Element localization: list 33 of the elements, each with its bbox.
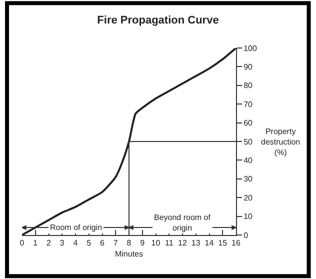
x-tick-label: 14 [204, 238, 214, 248]
y-axis-title: Property destruction (%) [261, 127, 300, 157]
x-tick-label: 3 [60, 238, 65, 248]
x-tick-label: 2 [46, 238, 52, 248]
y-tick-label: 60 [244, 118, 254, 128]
x-tick-label: 15 [218, 238, 228, 248]
x-tick-label: 8 [126, 238, 132, 248]
x-tick-label: 0 [20, 238, 25, 248]
y-tick-label: 40 [244, 156, 254, 165]
x-tick-label: 9 [140, 238, 146, 248]
x-tick-label: 7 [113, 238, 118, 248]
x-tick-label: 13 [191, 238, 201, 248]
y-tick-label: 10 [244, 212, 254, 222]
x-tick-label: 12 [178, 238, 188, 248]
annotation: Room of origin [50, 223, 102, 232]
x-tick-label: 1 [33, 238, 38, 248]
chart-title: Fire Propagation Curve [97, 14, 219, 26]
x-tick-label: 4 [73, 238, 78, 248]
y-tick-label: 100 [244, 44, 258, 53]
x-tick-label: 10 [151, 238, 161, 248]
x-tick-label: 11 [164, 238, 174, 248]
y-tick-label: 90 [244, 62, 254, 72]
x-tick-label: 5 [86, 238, 92, 248]
y-tick-label: 30 [244, 174, 254, 184]
y-tick-label: 70 [244, 100, 254, 109]
y-tick-label: 80 [244, 81, 254, 90]
y-tick-label: 20 [244, 193, 254, 202]
x-tick-label: 6 [100, 238, 106, 248]
y-tick-label: 50 [244, 137, 254, 146]
x-tick-label: 16 [232, 238, 241, 248]
y-tick-label: 0 [244, 230, 249, 240]
x-axis-title: Minutes [114, 250, 144, 259]
annotation: Beyond room of origin [154, 213, 212, 232]
